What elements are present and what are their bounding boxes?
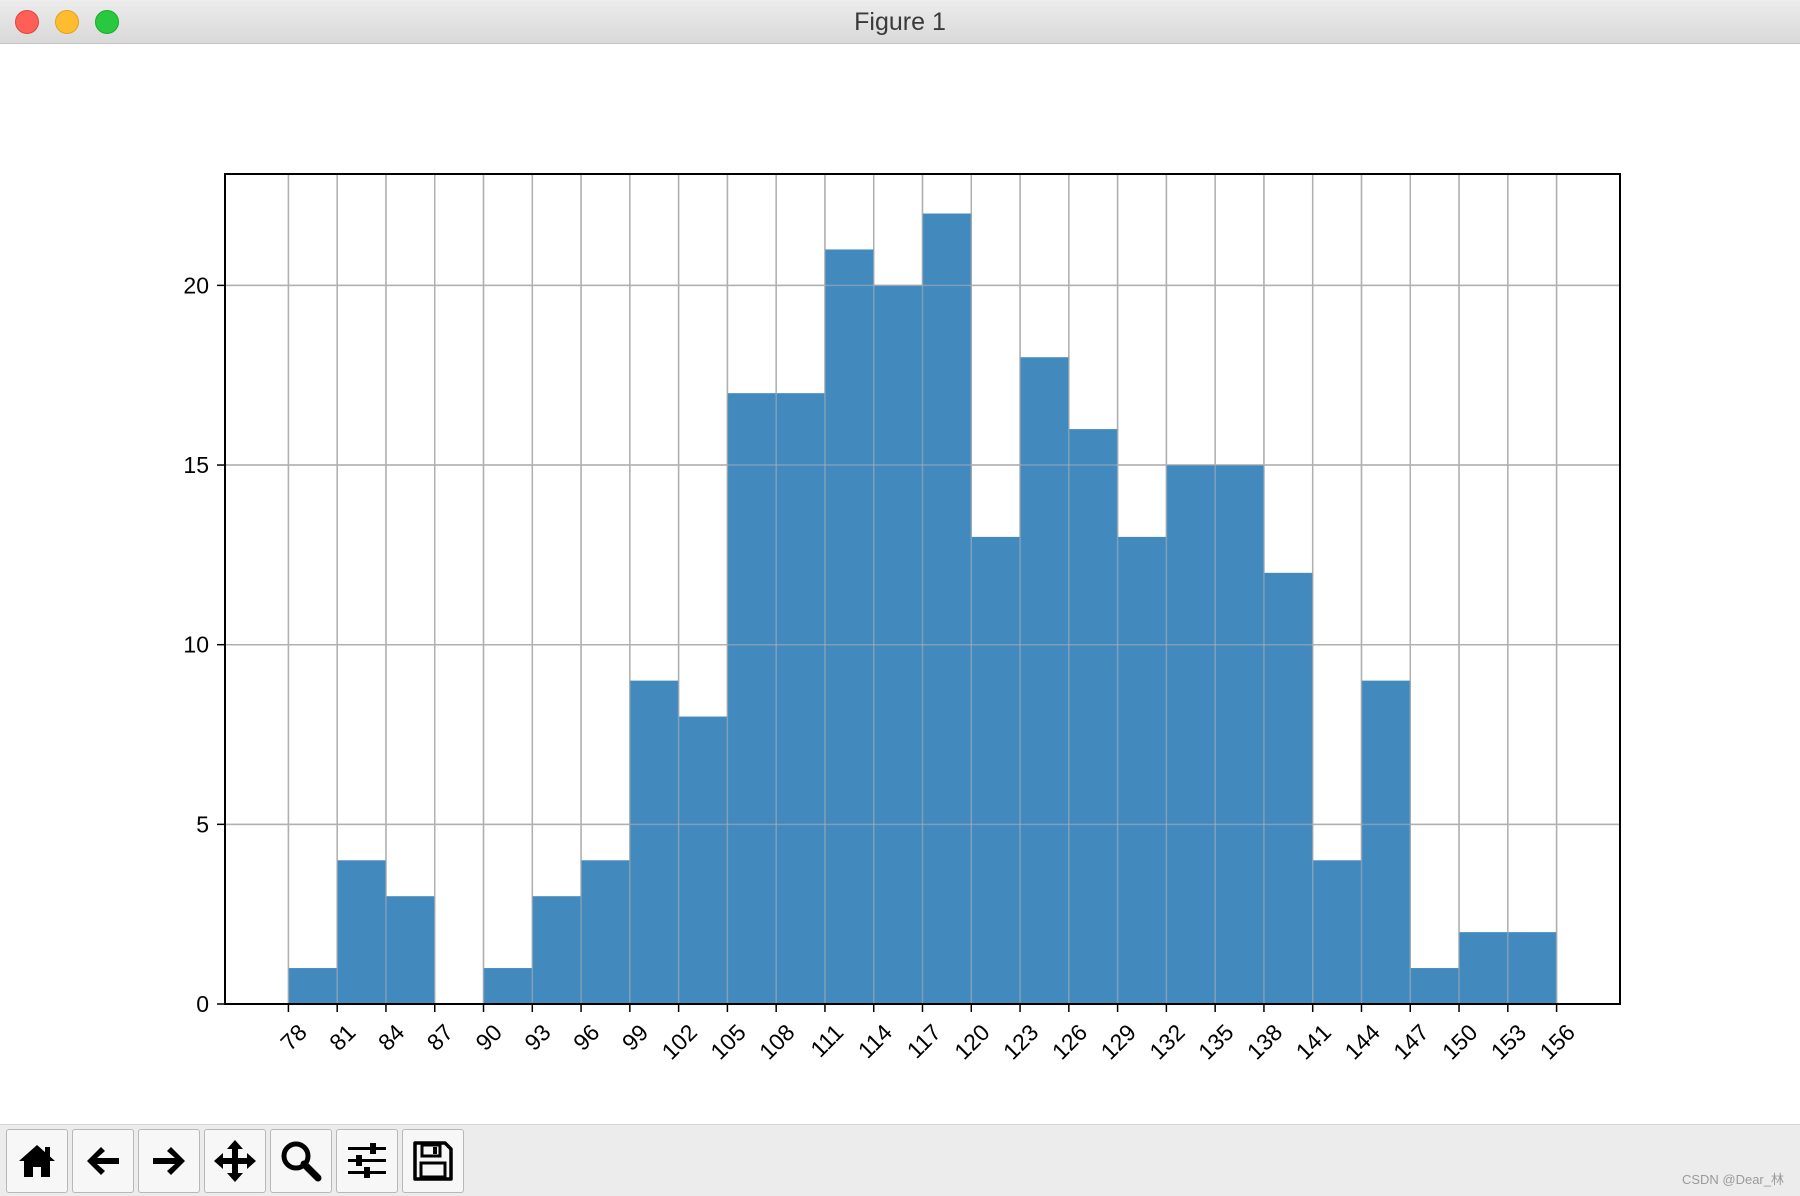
x-tick-label: 117 <box>902 1019 946 1063</box>
histogram-bar <box>1312 860 1362 1004</box>
x-tick-label: 144 <box>1339 1019 1385 1065</box>
floppy-disk-icon <box>413 1141 453 1181</box>
x-tick-label: 108 <box>754 1019 800 1065</box>
histogram-chart: 78 81 84 87 90 93 96 99 102 105 108 111 114 117 120 123… <box>183 173 1621 1065</box>
x-tick-label: 135 <box>1193 1019 1239 1065</box>
histogram-bar <box>1507 932 1557 1004</box>
y-tick-label: 5 <box>196 811 209 837</box>
zoom-window-button[interactable] <box>95 10 119 34</box>
x-tick-label: 150 <box>1437 1019 1483 1065</box>
histogram-bar <box>1068 429 1118 1004</box>
x-tick-label: 81 <box>324 1019 360 1055</box>
x-tick-label: 87 <box>422 1019 458 1055</box>
x-tick-label: 126 <box>1047 1019 1093 1065</box>
histogram-bar <box>385 896 435 1004</box>
x-tick-label: 120 <box>949 1019 995 1065</box>
x-tick-label: 123 <box>998 1019 1044 1065</box>
x-tick-label: 78 <box>275 1019 311 1055</box>
y-tick-label: 20 <box>183 272 209 298</box>
close-button[interactable] <box>15 10 39 34</box>
magnifier-icon <box>281 1141 322 1182</box>
histogram-bar <box>629 680 679 1004</box>
histogram-bar <box>1263 572 1313 1004</box>
histogram-bar <box>1459 932 1508 1004</box>
histogram-bar <box>678 716 728 1004</box>
x-tick-label: 96 <box>568 1019 604 1055</box>
x-tick-label: 153 <box>1486 1019 1532 1065</box>
histogram-bar <box>1166 465 1216 1005</box>
title-bar[interactable]: Figure 1 <box>0 0 1800 44</box>
grid-lines-overlay <box>225 174 1620 1005</box>
x-tick-label: 132 <box>1144 1019 1190 1065</box>
x-tick-label: 129 <box>1095 1019 1141 1065</box>
histogram-bar <box>1215 465 1264 1005</box>
x-tick-label: 147 <box>1388 1019 1434 1065</box>
histogram-bar <box>1117 536 1167 1004</box>
histogram-bar <box>971 536 1021 1004</box>
histogram-bar <box>532 896 582 1004</box>
forward-button[interactable] <box>138 1129 200 1193</box>
arrow-left-icon <box>87 1147 119 1175</box>
histogram-bar <box>337 860 386 1004</box>
x-tick-label: 156 <box>1534 1019 1580 1065</box>
histogram-bar <box>1020 357 1069 1004</box>
watermark: CSDN @Dear_林 <box>1681 1172 1784 1187</box>
x-tick-label: 141 <box>1291 1019 1337 1065</box>
histogram-bar <box>1410 968 1460 1004</box>
save-button[interactable] <box>402 1129 464 1193</box>
sliders-icon <box>348 1143 386 1178</box>
x-tick-label: 111 <box>805 1019 848 1062</box>
histogram-bar <box>1361 680 1411 1004</box>
configure-subplots-button[interactable] <box>336 1129 398 1193</box>
home-button[interactable] <box>6 1129 68 1193</box>
figure-canvas[interactable]: 78 81 84 87 90 93 96 99 102 105 108 111 114 117 120 123… <box>0 44 1800 1124</box>
x-tick-label: 90 <box>470 1019 506 1055</box>
y-tick-label: 15 <box>183 452 209 478</box>
x-tick-label: 84 <box>373 1019 410 1056</box>
zoom-button[interactable] <box>270 1129 332 1193</box>
navigation-toolbar: CSDN @Dear_林 <box>0 1124 1800 1196</box>
back-button[interactable] <box>72 1129 134 1193</box>
histogram-bar <box>288 968 338 1004</box>
histogram-bar <box>727 393 777 1004</box>
x-tick-label: 93 <box>519 1019 555 1055</box>
histogram-bar <box>824 249 874 1005</box>
y-tick-label: 10 <box>183 632 209 658</box>
histogram-bar <box>922 213 972 1004</box>
x-tick-label: 138 <box>1242 1019 1288 1065</box>
y-tick-label: 0 <box>196 991 209 1017</box>
window-title: Figure 1 <box>854 8 946 36</box>
histogram-bar <box>483 968 533 1004</box>
minimize-button[interactable] <box>55 10 79 34</box>
x-tick-label: 105 <box>705 1019 751 1065</box>
arrow-right-icon <box>153 1147 185 1175</box>
x-tick-label: 114 <box>853 1019 897 1063</box>
x-tick-label: 99 <box>617 1019 653 1055</box>
home-icon <box>19 1145 55 1177</box>
pan-button[interactable] <box>204 1129 266 1193</box>
move-icon <box>214 1140 256 1182</box>
histogram-bar <box>581 860 630 1004</box>
x-tick-label: 102 <box>657 1019 703 1065</box>
histogram-bar <box>776 393 825 1004</box>
